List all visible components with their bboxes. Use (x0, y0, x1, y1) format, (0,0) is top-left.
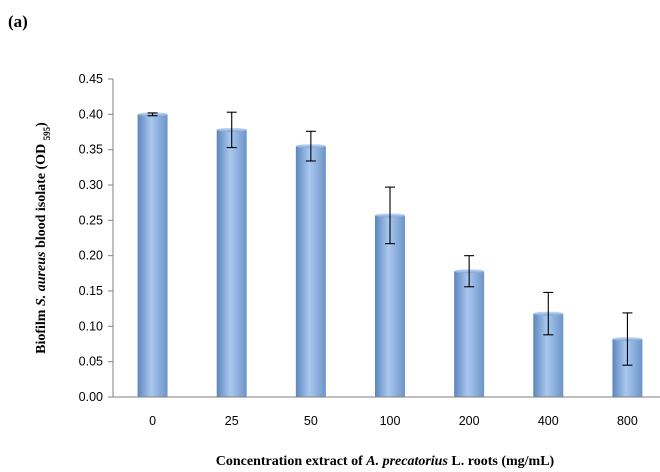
x-axis-ticks: 0 25 50 100 200 400 800 (149, 414, 638, 428)
y-axis-title-middle: blood isolate (OD (34, 140, 49, 251)
x-tick-label: 0 (149, 414, 156, 428)
y-axis-title-prefix: Biofilm (34, 306, 49, 354)
y-axis-title: Biofilm S. aureus blood isolate (OD 595) (34, 122, 52, 354)
x-tick-label: 800 (617, 414, 638, 428)
x-tick-label: 100 (380, 414, 401, 428)
y-axis-title-italic: S. aureus (34, 251, 49, 306)
y-tick-label: 0.10 (79, 319, 103, 333)
x-tick-label: 25 (225, 414, 239, 428)
bar (295, 146, 326, 397)
x-axis-title-prefix: Concentration extract of (216, 454, 366, 469)
y-tick-label: 0.20 (79, 249, 103, 263)
x-tick-label: 50 (304, 414, 318, 428)
y-tick-label: 0.35 (79, 143, 103, 157)
y-tick-label: 0.45 (79, 72, 103, 86)
y-tick-label: 0.15 (79, 284, 103, 298)
x-axis-title-italic: A. precatorius (365, 454, 448, 469)
bar (216, 129, 247, 397)
y-axis-ticks: 0.00 0.05 0.10 0.15 0.20 0.25 0.30 0.35 0.40 0.45 (79, 72, 113, 404)
y-axis-title-suffix: ) (34, 122, 49, 127)
x-axis-title: Concentration extract of A. precatorius … (216, 454, 555, 469)
x-tick-label: 400 (538, 414, 559, 428)
x-tick-label: 200 (459, 414, 480, 428)
y-tick-label: 0.05 (79, 355, 103, 369)
y-tick-label: 0.00 (79, 390, 103, 404)
x-axis-title-suffix: L. roots (mg/mL) (448, 454, 555, 469)
bars-group (137, 111, 643, 397)
bar (375, 215, 405, 397)
bar (137, 114, 168, 397)
panel-label: (a) (8, 12, 28, 31)
y-tick-label: 0.40 (79, 107, 103, 121)
y-axis-title-subscript: 595 (42, 126, 52, 140)
bar (454, 271, 485, 397)
y-tick-label: 0.25 (79, 213, 103, 227)
y-tick-label: 0.30 (79, 178, 103, 192)
